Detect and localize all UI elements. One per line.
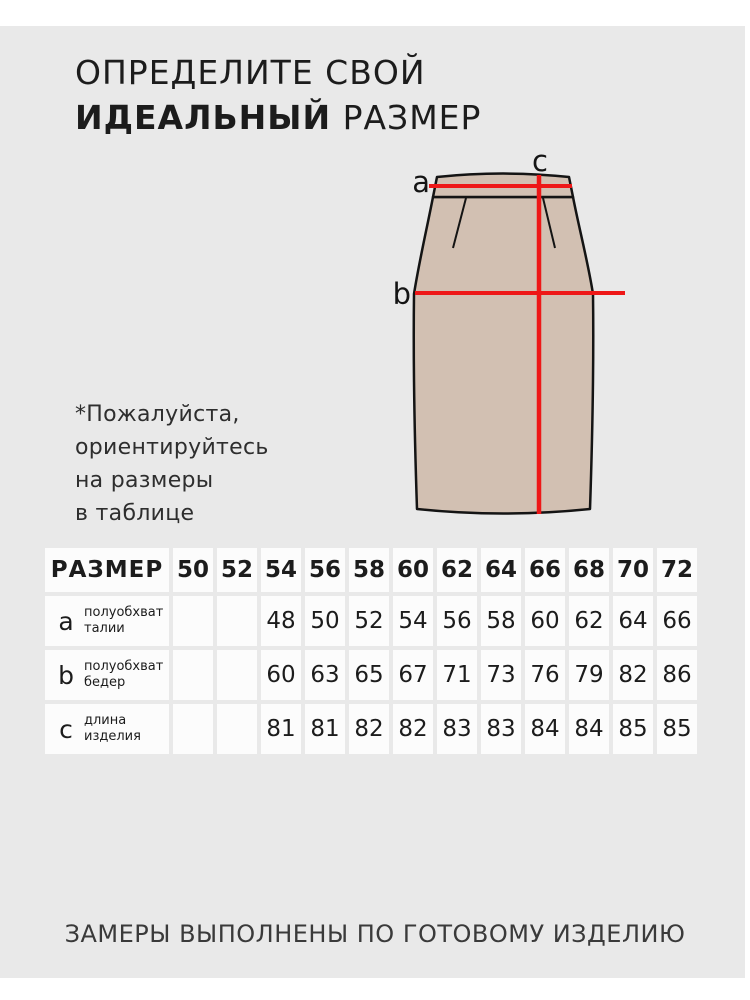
header-cell-66: 66 bbox=[525, 548, 565, 592]
cell-a-62: 56 bbox=[437, 596, 477, 646]
cell-b-58: 65 bbox=[349, 650, 389, 700]
cell-c-72: 85 bbox=[657, 704, 697, 754]
row-label-c: c длина изделия bbox=[45, 704, 169, 754]
row-label-b: b полуобхват бедер bbox=[45, 650, 169, 700]
cell-c-58: 82 bbox=[349, 704, 389, 754]
cell-c-68: 84 bbox=[569, 704, 609, 754]
cell-b-72: 86 bbox=[657, 650, 697, 700]
cell-a-60: 54 bbox=[393, 596, 433, 646]
cell-a-68: 62 bbox=[569, 596, 609, 646]
cell-b-60: 67 bbox=[393, 650, 433, 700]
table-row-a: a полуобхват талии 48 50 52 54 56 58 60 … bbox=[45, 596, 697, 646]
row-b-label-line2: бедер bbox=[84, 675, 126, 690]
cell-b-56: 63 bbox=[305, 650, 345, 700]
size-table: РАЗМЕР 50 52 54 56 58 60 62 64 66 68 70 … bbox=[41, 544, 701, 758]
diagram-label-b: b bbox=[393, 277, 411, 311]
note-text: *Пожалуйста, ориентируйтесь на размеры в… bbox=[75, 398, 269, 530]
size-table-header-row: РАЗМЕР 50 52 54 56 58 60 62 64 66 68 70 … bbox=[45, 548, 697, 592]
cell-a-72: 66 bbox=[657, 596, 697, 646]
cell-b-68: 79 bbox=[569, 650, 609, 700]
note-line-3: на размеры bbox=[75, 468, 214, 493]
header-cell-54: 54 bbox=[261, 548, 301, 592]
row-label-a: a полуобхват талии bbox=[45, 596, 169, 646]
row-c-label-line1: длина bbox=[84, 713, 127, 728]
header-cell-58: 58 bbox=[349, 548, 389, 592]
cell-a-54: 48 bbox=[261, 596, 301, 646]
row-a-label-line2: талии bbox=[84, 621, 125, 636]
cell-c-54: 81 bbox=[261, 704, 301, 754]
title-line-2-bold: ИДЕАЛЬНЫЙ bbox=[75, 98, 332, 137]
page-title: ОПРЕДЕЛИТЕ СВОЙ ИДЕАЛЬНЫЙ РАЗМЕР bbox=[75, 50, 481, 140]
diagram-label-a: a bbox=[412, 165, 430, 199]
row-letter-c: c bbox=[59, 714, 73, 744]
cell-c-50 bbox=[173, 704, 213, 754]
title-line-2-rest: РАЗМЕР bbox=[331, 98, 482, 137]
header-cell-64: 64 bbox=[481, 548, 521, 592]
header-cell-56: 56 bbox=[305, 548, 345, 592]
header-cell-60: 60 bbox=[393, 548, 433, 592]
row-c-label-line2: изделия bbox=[84, 729, 141, 744]
row-letter-b: b bbox=[58, 660, 74, 690]
cell-b-62: 71 bbox=[437, 650, 477, 700]
cell-a-64: 58 bbox=[481, 596, 521, 646]
cell-b-54: 60 bbox=[261, 650, 301, 700]
footer-text: ЗАМЕРЫ ВЫПОЛНЕНЫ ПО ГОТОВОМУ ИЗДЕЛИЮ bbox=[64, 920, 686, 948]
cell-a-70: 64 bbox=[613, 596, 653, 646]
cell-a-66: 60 bbox=[525, 596, 565, 646]
skirt-measurement-diagram: a b c bbox=[393, 148, 625, 515]
header-cell-62: 62 bbox=[437, 548, 477, 592]
note-line-1: *Пожалуйста, bbox=[75, 402, 240, 427]
cell-a-56: 50 bbox=[305, 596, 345, 646]
note-line-2: ориентируйтесь bbox=[75, 435, 269, 460]
cell-b-64: 73 bbox=[481, 650, 521, 700]
header-cell-68: 68 bbox=[569, 548, 609, 592]
title-line-2: ИДЕАЛЬНЫЙ РАЗМЕР bbox=[75, 95, 481, 140]
cell-b-70: 82 bbox=[613, 650, 653, 700]
cell-c-62: 83 bbox=[437, 704, 477, 754]
row-a-label-line1: полуобхват bbox=[84, 605, 164, 620]
header-cell-52: 52 bbox=[217, 548, 257, 592]
gray-background-panel bbox=[0, 26, 745, 978]
header-cell-size: РАЗМЕР bbox=[45, 548, 169, 592]
header-cell-70: 70 bbox=[613, 548, 653, 592]
cell-a-58: 52 bbox=[349, 596, 389, 646]
cell-b-52 bbox=[217, 650, 257, 700]
cell-c-60: 82 bbox=[393, 704, 433, 754]
cell-c-70: 85 bbox=[613, 704, 653, 754]
row-letter-a: a bbox=[58, 606, 74, 636]
cell-c-56: 81 bbox=[305, 704, 345, 754]
cell-a-50 bbox=[173, 596, 213, 646]
row-b-label-line1: полуобхват bbox=[84, 659, 164, 674]
diagram-label-c: c bbox=[532, 148, 548, 178]
cell-b-66: 76 bbox=[525, 650, 565, 700]
table-row-b: b полуобхват бедер 60 63 65 67 71 73 76 … bbox=[45, 650, 697, 700]
table-row-c: c длина изделия 81 81 82 82 83 83 84 84 … bbox=[45, 704, 697, 754]
cell-c-64: 83 bbox=[481, 704, 521, 754]
cell-c-66: 84 bbox=[525, 704, 565, 754]
title-line-1: ОПРЕДЕЛИТЕ СВОЙ bbox=[75, 53, 426, 92]
note-line-4: в таблице bbox=[75, 501, 195, 526]
cell-a-52 bbox=[217, 596, 257, 646]
skirt-dart-right bbox=[542, 197, 556, 249]
skirt-body-shape bbox=[412, 195, 595, 515]
skirt-dart-left bbox=[452, 197, 467, 249]
cell-c-52 bbox=[217, 704, 257, 754]
header-cell-72: 72 bbox=[657, 548, 697, 592]
header-cell-50: 50 bbox=[173, 548, 213, 592]
cell-b-50 bbox=[173, 650, 213, 700]
